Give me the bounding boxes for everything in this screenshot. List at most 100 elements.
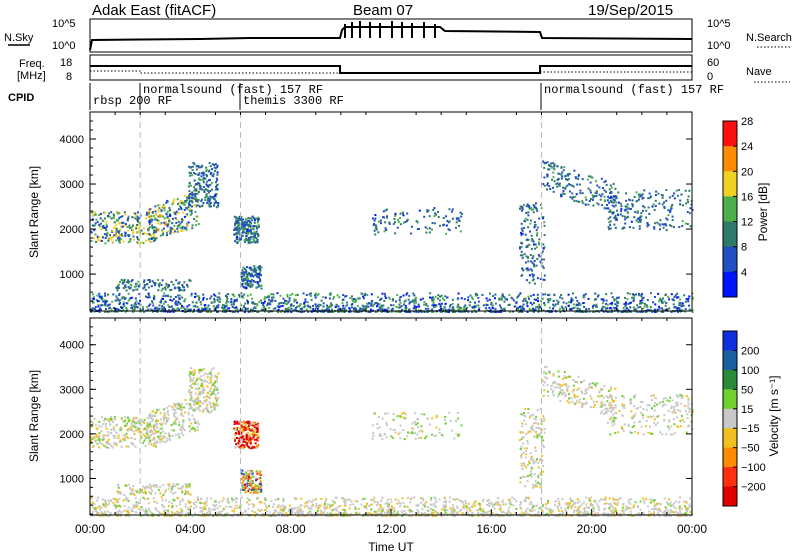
scatter-cell xyxy=(145,233,148,236)
scatter-cell xyxy=(375,228,378,231)
scatter-cell xyxy=(467,296,470,299)
scatter-cell xyxy=(188,203,191,205)
scatter-cell xyxy=(155,228,158,231)
scatter-cell xyxy=(525,211,528,214)
scatter-cell xyxy=(667,419,670,422)
scatter-cell xyxy=(168,207,171,209)
scatter-cell xyxy=(589,191,592,194)
scatter-cell xyxy=(253,231,256,234)
nsky-panel: N.Sky 10^5 10^0 10^5 10^0 N.Search xyxy=(4,18,792,53)
scatter-cell xyxy=(274,299,277,302)
scatter-cell xyxy=(110,238,113,241)
scatter-cell xyxy=(625,199,628,202)
scatter-cell xyxy=(150,415,153,418)
scatter-cell xyxy=(679,420,682,423)
scatter-cell xyxy=(135,226,138,229)
scatter-cell xyxy=(192,377,195,380)
scatter-cell xyxy=(407,298,410,301)
scatter-cell xyxy=(540,258,543,261)
scatter-cell xyxy=(517,295,519,298)
scatter-cell xyxy=(519,205,522,208)
scatter-cell xyxy=(133,308,136,311)
scatter-cell xyxy=(533,243,535,246)
scatter-cell xyxy=(573,306,576,309)
scatter-cell xyxy=(234,439,236,442)
scatter-cell xyxy=(133,438,136,440)
scatter-cell xyxy=(213,297,216,300)
scatter-cell xyxy=(210,409,213,412)
scatter-cell xyxy=(520,456,523,459)
scatter-cell xyxy=(198,184,201,187)
scatter-cell xyxy=(514,305,517,308)
scatter-cell xyxy=(152,484,155,487)
scatter-cell xyxy=(648,196,651,199)
scatter-cell xyxy=(378,426,381,429)
scatter-cell xyxy=(210,391,213,394)
scatter-cell xyxy=(237,240,240,243)
scatter-cell xyxy=(148,211,151,213)
scatter-cell xyxy=(611,296,614,299)
scatter-cell xyxy=(433,304,435,307)
scatter-cell xyxy=(243,271,246,274)
scatter-cell xyxy=(663,418,666,421)
scatter-cell xyxy=(502,308,504,311)
scatter-cell xyxy=(620,208,623,211)
scatter-cell xyxy=(539,278,542,281)
scatter-cell xyxy=(111,446,114,449)
scatter-cell xyxy=(571,197,574,200)
scatter-cell xyxy=(501,309,503,312)
scatter-cell xyxy=(214,406,217,409)
scatter-cell xyxy=(251,297,254,300)
scatter-cell xyxy=(371,424,374,427)
scatter-cell xyxy=(579,192,582,195)
scatter-cell xyxy=(556,386,559,389)
scatter-cell xyxy=(277,306,280,309)
scatter-cell xyxy=(414,305,416,308)
scatter-cell xyxy=(256,232,259,235)
scatter-cell xyxy=(432,209,435,211)
scatter-cell xyxy=(108,307,110,310)
scatter-cell xyxy=(601,404,604,406)
scatter-cell xyxy=(260,299,263,302)
scatter-cell xyxy=(601,410,604,413)
scatter-cell xyxy=(284,299,287,302)
scatter-cell xyxy=(148,212,150,215)
scatter-cell xyxy=(202,181,205,184)
scatter-cell xyxy=(174,296,177,298)
scatter-cell xyxy=(608,390,610,392)
scatter-cell xyxy=(251,310,254,313)
scatter-cell xyxy=(520,227,523,230)
scatter-cell xyxy=(247,220,249,223)
scatter-cell xyxy=(532,204,535,206)
scatter-cell xyxy=(129,286,132,289)
scatter-cell xyxy=(426,227,429,230)
scatter-cell xyxy=(98,420,101,423)
scatter-cell xyxy=(538,433,541,436)
scatter-cell xyxy=(148,232,151,235)
scatter-cell xyxy=(212,305,215,308)
scatter-cell xyxy=(544,161,547,164)
scatter-cell xyxy=(189,214,192,216)
scatter-cell xyxy=(160,299,163,302)
scatter-cell xyxy=(189,210,191,213)
scatter-cell xyxy=(249,223,252,226)
scatter-cell xyxy=(529,474,532,477)
scatter-cell xyxy=(391,299,394,301)
scatter-cell xyxy=(459,230,462,233)
scatter-cell xyxy=(185,402,188,405)
scatter-cell xyxy=(656,221,659,224)
scatter-cell xyxy=(135,429,137,432)
scatter-cell xyxy=(118,303,121,305)
scatter-cell xyxy=(249,237,252,240)
scatter-cell xyxy=(637,432,640,435)
scatter-cell xyxy=(234,446,237,449)
scatter-cell xyxy=(571,184,574,187)
scatter-cell xyxy=(684,308,687,311)
scatter-cell xyxy=(235,443,237,446)
scatter-cell xyxy=(137,426,140,429)
scatter-cell xyxy=(169,232,172,235)
scatter-cell xyxy=(201,369,204,372)
scatter-cell xyxy=(294,299,297,301)
scatter-cell xyxy=(213,388,216,391)
scatter-cell xyxy=(111,420,114,423)
